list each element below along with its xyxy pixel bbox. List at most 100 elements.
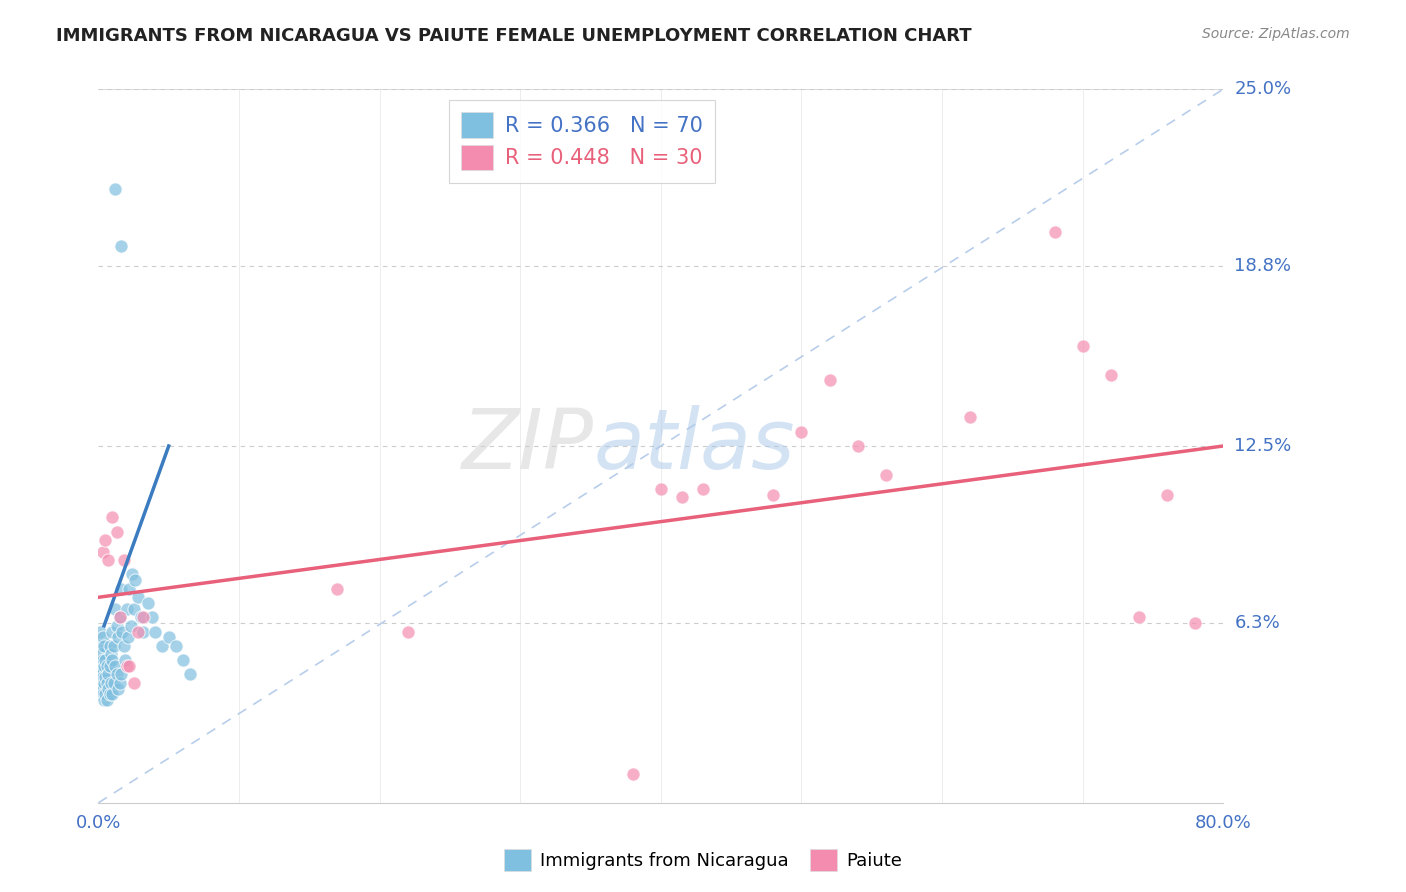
Text: 25.0%: 25.0% (1234, 80, 1292, 98)
Point (89, 653, 111, 667)
Point (97, 553, 120, 567)
Point (141, 610, 163, 624)
Point (110, 582, 132, 596)
Point (104, 601, 127, 615)
Point (101, 510, 124, 524)
Point (959, 410, 981, 425)
Point (89, 624, 111, 639)
Point (122, 601, 145, 615)
Point (97, 667, 120, 681)
Point (157, 630, 180, 644)
Point (101, 687, 124, 701)
Text: 12.5%: 12.5% (1234, 437, 1292, 455)
Point (1156, 487, 1178, 501)
Point (1184, 615, 1206, 630)
Point (107, 681, 129, 696)
Point (94, 687, 117, 701)
Point (818, 373, 841, 387)
Point (90, 676, 112, 690)
Point (172, 653, 194, 667)
Point (118, 658, 141, 673)
Text: 6.3%: 6.3% (1234, 614, 1279, 632)
Point (110, 667, 132, 681)
Point (108, 676, 131, 690)
Point (93, 693, 115, 707)
Text: ZIP: ZIP (461, 406, 593, 486)
Text: atlas: atlas (593, 406, 794, 486)
Point (112, 639, 135, 653)
Point (118, 582, 141, 596)
Point (101, 653, 124, 667)
Point (101, 624, 124, 639)
Point (93, 658, 115, 673)
Point (105, 667, 128, 681)
Point (89, 658, 111, 673)
Point (90, 667, 112, 681)
Point (692, 482, 714, 496)
Point (875, 467, 897, 482)
Point (132, 624, 155, 639)
Point (91, 687, 114, 701)
Point (143, 624, 166, 639)
Point (89, 639, 111, 653)
Point (90, 658, 112, 673)
Point (1099, 368, 1122, 382)
Point (621, 767, 644, 781)
Point (98, 687, 121, 701)
Point (110, 239, 132, 253)
Point (94, 670, 117, 684)
Point (120, 619, 142, 633)
Point (104, 182, 127, 196)
Point (179, 667, 201, 681)
Point (115, 601, 138, 615)
Point (790, 425, 813, 439)
Point (165, 639, 187, 653)
Point (98, 658, 121, 673)
Point (107, 630, 129, 644)
Point (108, 610, 131, 624)
Point (114, 653, 136, 667)
Point (111, 624, 134, 639)
Point (115, 658, 138, 673)
Legend: R = 0.366   N = 70, R = 0.448   N = 30: R = 0.366 N = 70, R = 0.448 N = 30 (449, 100, 716, 183)
Point (762, 487, 785, 501)
Point (100, 648, 122, 662)
Point (846, 439, 869, 453)
Point (91, 630, 114, 644)
Point (89, 667, 111, 681)
Point (91, 670, 114, 684)
Legend: Immigrants from Nicaragua, Paiute: Immigrants from Nicaragua, Paiute (496, 842, 910, 879)
Point (96, 676, 118, 690)
Point (127, 591, 149, 605)
Point (96, 658, 118, 673)
Point (129, 610, 152, 624)
Point (112, 553, 135, 567)
Point (103, 676, 125, 690)
Point (91, 544, 114, 558)
Point (100, 676, 122, 690)
Point (91, 665, 114, 679)
Point (93, 676, 115, 690)
Point (122, 676, 145, 690)
Point (326, 582, 349, 596)
Text: Source: ZipAtlas.com: Source: ZipAtlas.com (1202, 27, 1350, 41)
Point (1043, 225, 1066, 239)
Text: IMMIGRANTS FROM NICARAGUA VS PAIUTE FEMALE UNEMPLOYMENT CORRELATION CHART: IMMIGRANTS FROM NICARAGUA VS PAIUTE FEMA… (56, 27, 972, 45)
Point (396, 624, 419, 639)
Point (117, 630, 139, 644)
Point (93, 639, 115, 653)
Point (650, 482, 672, 496)
Point (91, 653, 114, 667)
Point (1128, 610, 1150, 624)
Text: 18.8%: 18.8% (1234, 257, 1291, 275)
Point (94, 653, 117, 667)
Point (96, 693, 118, 707)
Point (1071, 339, 1094, 353)
Point (132, 610, 155, 624)
Point (136, 596, 159, 610)
Point (108, 610, 131, 624)
Point (127, 624, 149, 639)
Point (98, 639, 121, 653)
Point (671, 491, 693, 505)
Point (124, 573, 146, 587)
